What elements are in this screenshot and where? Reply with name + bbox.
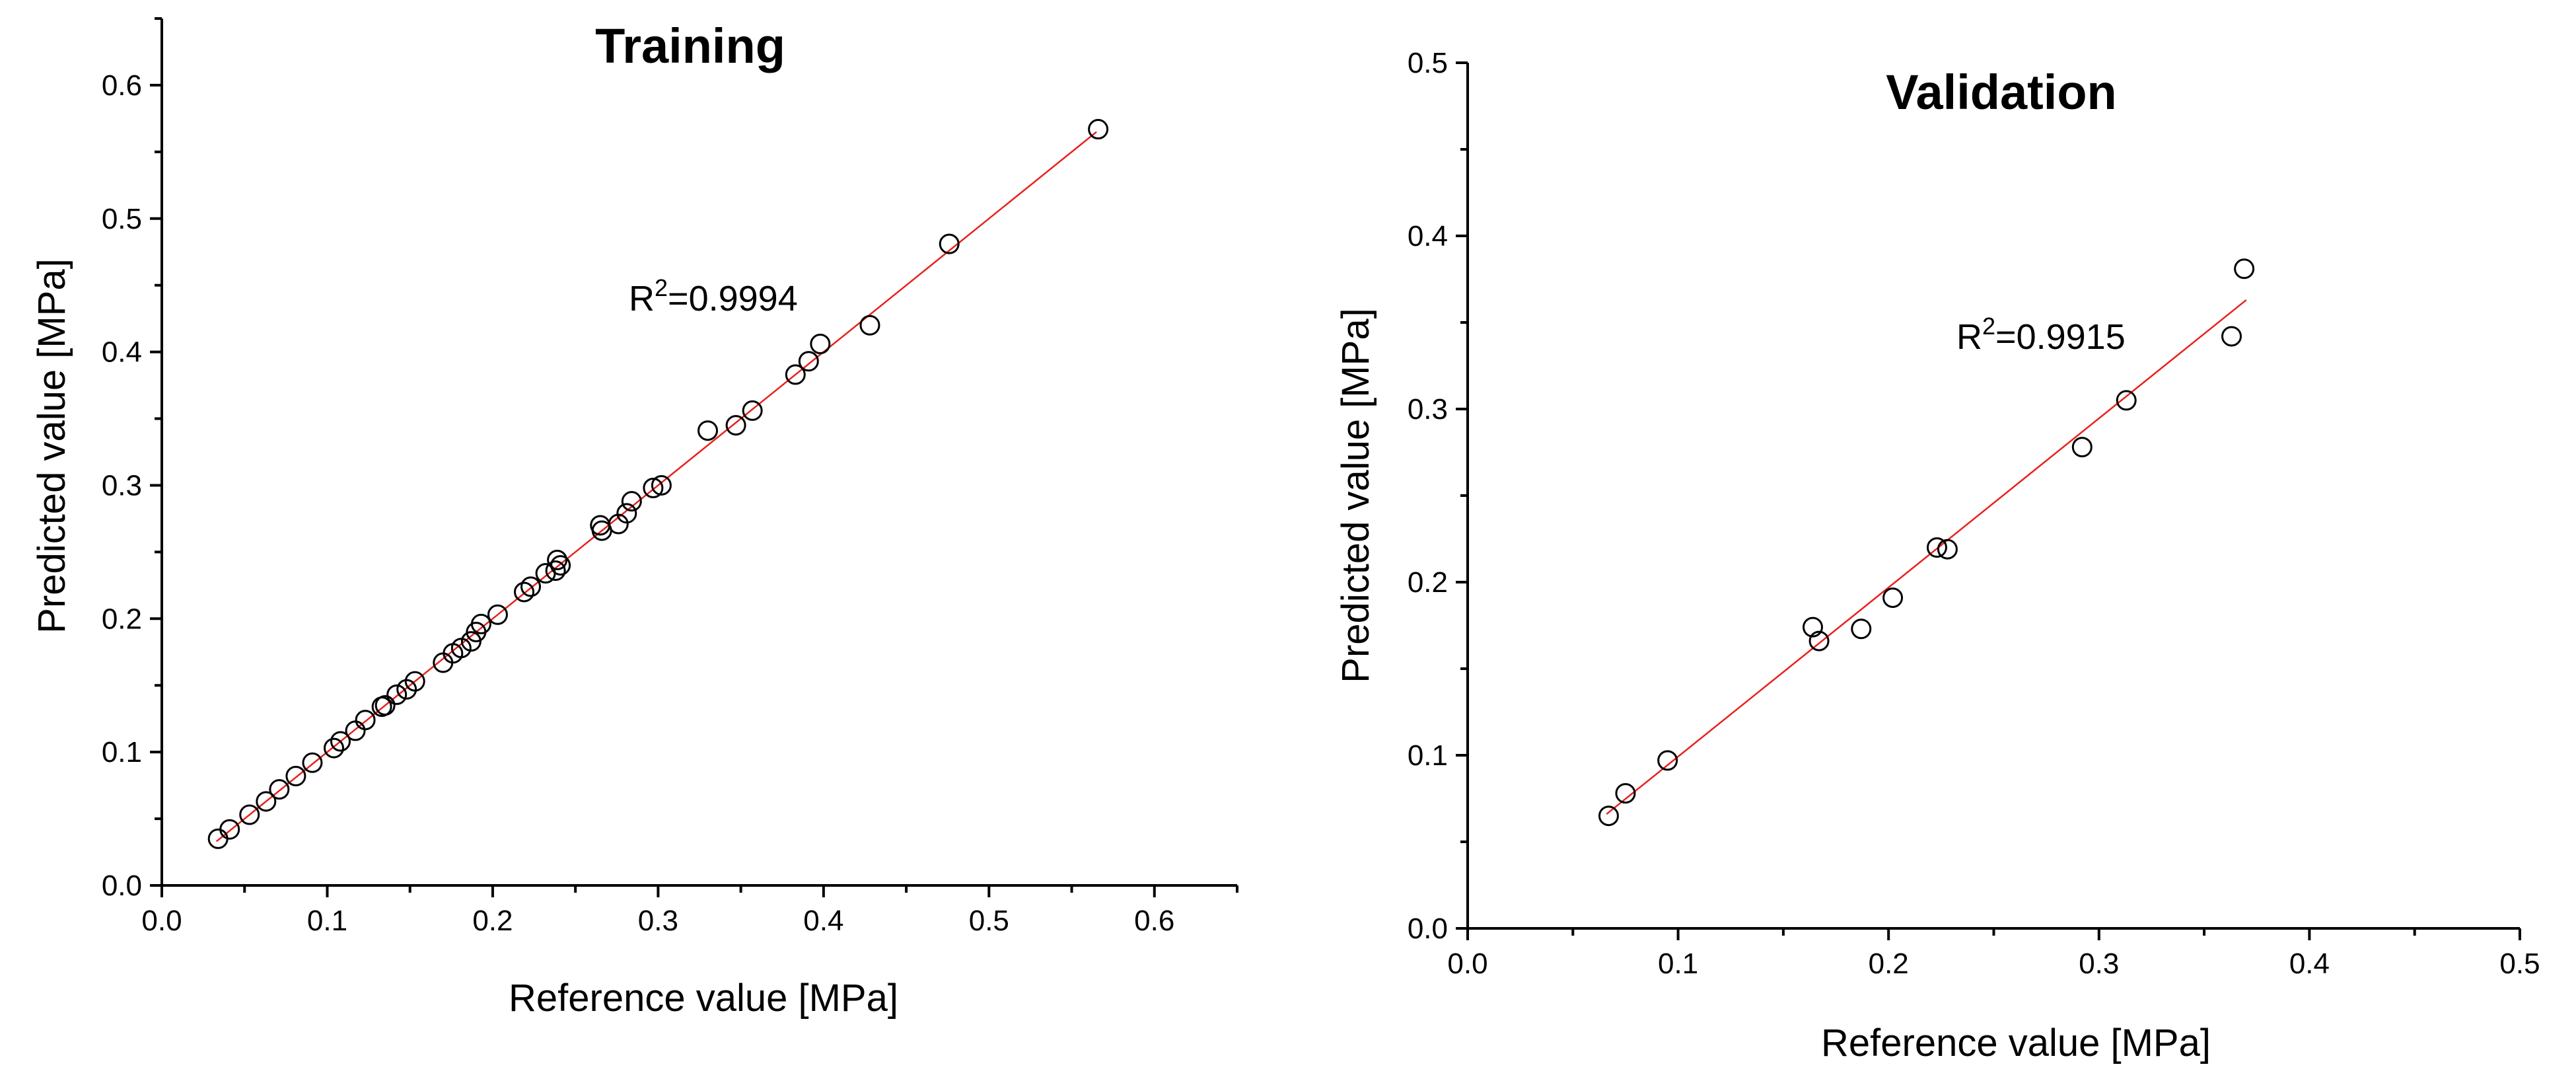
r2-superscript: 2 (655, 274, 668, 301)
r-squared-annotation: R2=0.9994 (629, 274, 798, 318)
r2-superscript: 2 (1982, 313, 1995, 340)
data-point (742, 400, 763, 421)
data-point (2234, 258, 2255, 280)
fit-line (215, 131, 1097, 842)
data-point (859, 315, 880, 336)
data-point (375, 695, 396, 716)
data-point (285, 765, 306, 786)
plot-area: 0.0 0.1 0.2 0.3 0.4 0.5 0.6 0.0 0.1 0.2 0.3 0.4 0.5 0… (102, 17, 1238, 937)
data-point (725, 415, 746, 436)
data-point (207, 828, 229, 849)
y-tick-label: 0.4 (1408, 220, 1448, 252)
data-point (1937, 539, 1958, 560)
data-point (2116, 390, 2137, 411)
x-tick-label: 0.4 (803, 905, 843, 937)
x-axis-title: Reference value [MPa] (509, 977, 898, 1020)
data-point (810, 334, 831, 355)
validation-chart: Validation 0.0 0.1 0.2 0.3 0.4 0.50.00.10.20.… (1334, 47, 2540, 1064)
data-point (698, 420, 719, 441)
y-tick-label: 0.4 (102, 336, 142, 369)
x-tick-label: 0.5 (2499, 948, 2540, 980)
data-point (616, 503, 637, 524)
data-point (651, 474, 672, 496)
r2-value: =0.9915 (1995, 317, 2126, 357)
data-point (1657, 750, 1678, 771)
data-point (798, 351, 819, 372)
y-tick-label: 0.2 (102, 603, 142, 635)
data-point (1882, 587, 1904, 609)
y-tick-label: 0.5 (102, 203, 142, 235)
x-tick-label: 0.1 (1658, 948, 1698, 980)
data-point (450, 638, 472, 659)
x-tick-label: 0.3 (2079, 948, 2119, 980)
x-tick-label: 0.6 (1134, 905, 1174, 937)
fit-line (1606, 299, 2247, 815)
training-chart: Training 0.0 0.1 0.2 0.3 0.4 0.5 0.60.00.10.20… (30, 17, 1238, 1020)
chart-title: Training (595, 19, 785, 73)
x-tick-label: 0.3 (638, 905, 678, 937)
chart-title: Validation (1886, 65, 2117, 120)
y-tick-label: 0.0 (102, 870, 142, 902)
y-tick-label: 0.1 (1408, 739, 1448, 772)
data-point (545, 560, 566, 581)
y-tick-label: 0.5 (1408, 47, 1448, 79)
data-point (256, 791, 277, 812)
x-tick-label: 0.0 (141, 905, 182, 937)
data-point (939, 233, 960, 254)
x-tick-label: 0.0 (1447, 948, 1487, 980)
y-tick-label: 0.2 (1408, 566, 1448, 599)
data-point (514, 581, 535, 603)
data-point (1803, 616, 1824, 638)
data-point (1615, 783, 1636, 804)
data-point (323, 737, 344, 759)
data-point (1088, 119, 1109, 140)
data-point (239, 804, 260, 825)
data-point (2071, 437, 2093, 458)
data-point (2221, 326, 2242, 347)
data-point (550, 555, 571, 576)
x-tick-label: 0.2 (1869, 948, 1909, 980)
r2-value: =0.9994 (668, 279, 798, 318)
data-point (302, 752, 323, 773)
data-point (621, 491, 642, 512)
r2-prefix: R (629, 279, 655, 318)
y-tick-label: 0.3 (1408, 393, 1448, 426)
data-point (470, 613, 491, 634)
plot-area: 0.0 0.1 0.2 0.3 0.4 0.5 0.0 0.1 0.2 0.3 0.4 0.5 (1408, 47, 2540, 980)
data-point (1851, 618, 1872, 640)
data-point (404, 671, 425, 692)
data-point (1808, 630, 1830, 652)
y-axis-title: Predicted value [MPa] (30, 258, 73, 633)
data-point (460, 631, 482, 652)
x-axis-title: Reference value [MPa] (1821, 1022, 2211, 1064)
data-point (520, 576, 542, 597)
data-point (643, 477, 664, 498)
r-squared-annotation: R2=0.9915 (1956, 313, 2126, 357)
data-point (345, 720, 366, 741)
data-point (547, 549, 568, 570)
data-point (355, 710, 376, 731)
x-tick-label: 0.1 (307, 905, 347, 937)
r2-prefix: R (1956, 317, 1982, 357)
y-tick-label: 0.3 (102, 469, 142, 502)
data-point (219, 819, 240, 840)
x-tick-label: 0.2 (472, 905, 513, 937)
data-point (1926, 537, 1947, 558)
y-tick-label: 0.0 (1408, 913, 1448, 945)
data-point (269, 779, 290, 800)
data-point (785, 364, 806, 385)
data-point (1598, 805, 1619, 827)
y-tick-label: 0.6 (102, 69, 142, 102)
x-tick-label: 0.5 (969, 905, 1009, 937)
y-axis-title: Predicted value [MPa] (1334, 308, 1377, 683)
y-tick-label: 0.1 (102, 736, 142, 768)
data-point (386, 684, 408, 705)
data-point (330, 731, 351, 752)
x-tick-label: 0.4 (2289, 948, 2330, 980)
data-point (487, 604, 508, 625)
